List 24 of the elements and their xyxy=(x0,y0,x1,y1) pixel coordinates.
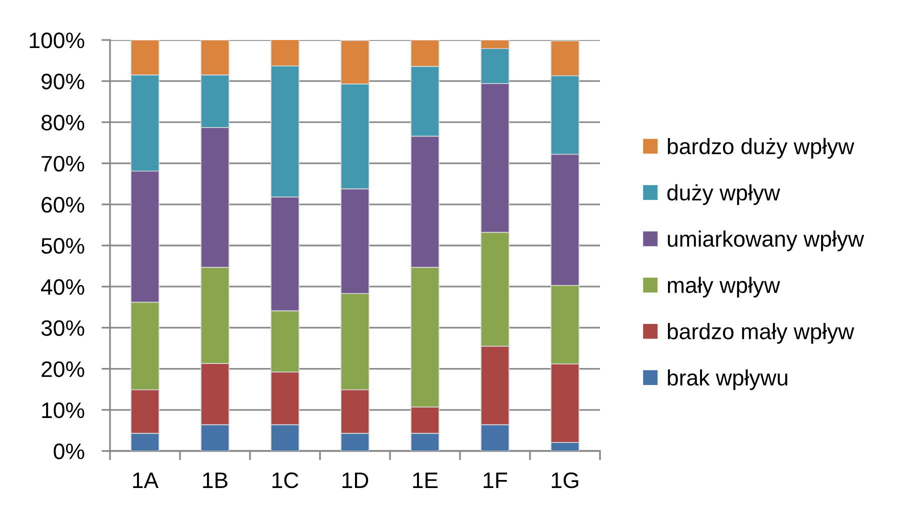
x-tick-label: 1C xyxy=(272,472,298,488)
y-tick-label: 10% xyxy=(42,402,84,418)
y-tick-label: 80% xyxy=(41,114,84,130)
legend-label: bardzo mały wpływ xyxy=(668,323,854,344)
x-tick-label: 1E xyxy=(413,472,438,488)
y-tick-label: 100% xyxy=(30,32,84,48)
legend-label: mały wpływ xyxy=(668,276,780,298)
y-tick-label: 70% xyxy=(42,156,84,172)
x-tick-label: 1B xyxy=(203,472,228,488)
y-tick-label: 0% xyxy=(54,444,84,460)
legend-label: umiarkowany wpływ xyxy=(668,230,864,252)
legend-label: bardzo duży wpływ xyxy=(668,138,854,159)
y-tick-label: 50% xyxy=(41,238,84,254)
x-tick-label: 1F xyxy=(484,472,508,488)
y-tick-label: 20% xyxy=(42,361,84,378)
legend-label: brak wpływu xyxy=(668,369,788,390)
y-tick-label: 30% xyxy=(41,320,84,336)
x-tick-label: 1G xyxy=(552,472,578,488)
y-tick-label: 60% xyxy=(42,196,84,213)
y-tick-label: 90% xyxy=(42,74,84,90)
x-tick-label: 1A xyxy=(133,472,159,488)
legend-label: duży wpływ xyxy=(667,184,780,205)
y-tick-label: 40% xyxy=(41,279,84,295)
x-tick-label: 1D xyxy=(342,472,368,488)
